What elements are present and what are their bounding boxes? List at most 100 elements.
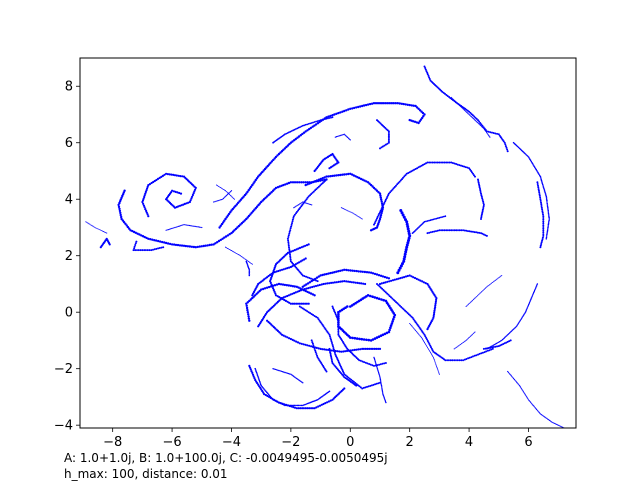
data-point xyxy=(556,423,558,425)
data-point xyxy=(310,203,312,206)
data-point xyxy=(361,218,363,220)
data-point xyxy=(219,224,222,227)
data-point xyxy=(428,286,431,289)
data-point xyxy=(302,131,306,134)
data-point xyxy=(405,245,409,249)
data-point xyxy=(427,341,430,344)
data-point xyxy=(364,347,367,350)
data-point xyxy=(241,256,243,258)
data-point xyxy=(353,348,356,351)
data-point xyxy=(359,105,362,108)
data-point xyxy=(455,101,457,103)
data-point xyxy=(317,178,321,181)
data-point xyxy=(380,198,383,201)
data-point xyxy=(221,187,223,189)
data-point xyxy=(258,379,261,382)
data-point xyxy=(304,183,307,187)
data-point xyxy=(298,289,301,293)
data-point xyxy=(313,400,315,403)
data-point xyxy=(247,315,250,318)
data-point xyxy=(338,362,341,365)
data-point xyxy=(347,108,350,111)
data-point xyxy=(546,229,549,232)
data-point xyxy=(139,249,142,252)
data-point xyxy=(322,402,325,406)
data-point xyxy=(298,342,301,345)
data-point xyxy=(449,359,452,362)
data-point xyxy=(320,403,323,406)
data-point xyxy=(478,183,480,186)
data-point xyxy=(364,282,367,286)
data-point xyxy=(311,125,314,128)
data-point xyxy=(280,333,284,336)
data-point xyxy=(307,123,310,125)
data-point xyxy=(438,371,440,373)
data-point xyxy=(274,400,277,402)
data-point xyxy=(534,287,537,289)
data-point xyxy=(540,201,542,204)
data-point xyxy=(391,320,394,323)
data-point xyxy=(517,146,520,149)
data-point xyxy=(432,218,435,221)
data-point xyxy=(321,182,324,185)
data-point xyxy=(435,297,438,300)
data-point xyxy=(345,209,347,211)
data-point xyxy=(354,175,357,178)
data-point xyxy=(145,236,148,240)
data-point xyxy=(184,244,188,248)
data-point xyxy=(421,280,424,283)
data-point xyxy=(469,168,472,171)
data-point xyxy=(542,222,545,225)
data-point xyxy=(482,347,485,350)
data-point xyxy=(381,275,385,278)
data-point xyxy=(274,303,277,306)
data-point xyxy=(372,186,376,190)
data-point xyxy=(189,199,192,202)
data-point xyxy=(172,243,176,246)
data-point xyxy=(304,407,307,410)
data-point xyxy=(495,342,498,345)
data-point xyxy=(537,172,540,174)
data-point xyxy=(178,204,182,207)
data-point xyxy=(316,120,319,122)
data-point xyxy=(402,176,405,179)
data-point xyxy=(402,259,406,263)
data-point xyxy=(254,378,257,382)
data-point xyxy=(267,393,270,396)
data-point xyxy=(461,165,464,168)
data-point xyxy=(172,190,175,193)
data-point xyxy=(287,234,290,237)
data-point xyxy=(378,374,380,376)
data-point xyxy=(304,123,307,126)
data-point xyxy=(220,199,222,201)
data-point xyxy=(472,299,474,301)
data-point xyxy=(521,389,523,391)
data-point xyxy=(481,291,483,293)
data-point xyxy=(287,236,290,238)
data-point xyxy=(389,326,392,330)
data-point xyxy=(355,337,359,340)
data-point xyxy=(344,134,346,136)
data-point xyxy=(527,305,529,307)
data-point xyxy=(286,300,289,303)
data-point xyxy=(545,198,548,200)
data-points xyxy=(85,65,565,428)
data-point xyxy=(399,264,403,268)
data-point xyxy=(477,180,480,182)
data-point xyxy=(251,183,254,187)
data-point xyxy=(445,161,448,164)
data-point xyxy=(546,232,548,234)
data-point xyxy=(384,291,387,294)
data-point xyxy=(540,206,543,209)
data-point xyxy=(308,291,311,294)
point-trail xyxy=(85,221,108,234)
data-point xyxy=(483,288,485,290)
data-point xyxy=(375,273,379,276)
data-point xyxy=(470,230,473,233)
data-point xyxy=(301,203,304,206)
data-point xyxy=(418,120,421,123)
data-point xyxy=(538,194,541,197)
data-point xyxy=(410,324,412,326)
data-point xyxy=(361,347,364,350)
data-point xyxy=(456,163,459,166)
